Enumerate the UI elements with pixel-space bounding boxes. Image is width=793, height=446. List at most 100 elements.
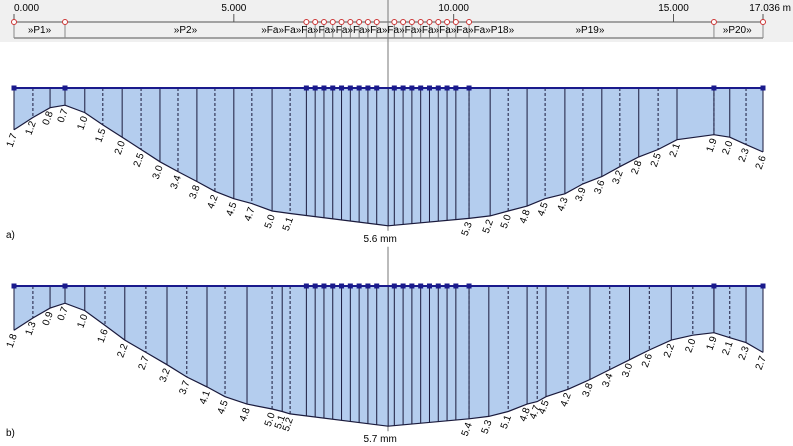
support-node xyxy=(391,283,397,289)
value-label: 1.0 xyxy=(76,312,91,329)
value-label: 0.9 xyxy=(41,310,56,327)
support-node xyxy=(11,85,17,91)
deflection-curve xyxy=(13,104,764,227)
value-label: 5.0 xyxy=(263,213,278,230)
value-label: 5.2 xyxy=(481,218,496,235)
value-label: 4.8 xyxy=(518,406,533,423)
support-node xyxy=(347,283,353,289)
value-label: 3.0 xyxy=(151,164,166,181)
ruler-node xyxy=(338,19,345,25)
support-node xyxy=(711,283,717,289)
ruler-node xyxy=(303,19,310,25)
value-label: 2.2 xyxy=(662,342,677,359)
value-label: 1.7 xyxy=(5,132,20,149)
value-label: 4.5 xyxy=(537,399,552,416)
support-node xyxy=(312,85,318,91)
value-label: 2.3 xyxy=(737,344,752,361)
value-label: 4.2 xyxy=(206,193,221,210)
value-label: 3.4 xyxy=(600,371,615,388)
ruler-node xyxy=(444,19,451,25)
value-label: 5.0 xyxy=(499,213,514,230)
value-label: 3.8 xyxy=(581,381,596,398)
ruler-node xyxy=(373,19,380,25)
support-node xyxy=(356,283,362,289)
support-node xyxy=(11,283,17,289)
value-label: 2.2 xyxy=(116,342,131,359)
max-label-box xyxy=(362,230,415,247)
panel-label: a) xyxy=(6,230,15,241)
value-label: 2.0 xyxy=(720,139,735,156)
value-label: 1.3 xyxy=(24,320,39,337)
support-node xyxy=(347,85,353,91)
ruler-node xyxy=(320,19,327,25)
max-value-label: 5.7 mm xyxy=(363,434,396,445)
support-node xyxy=(374,283,380,289)
support-node xyxy=(365,85,371,91)
support-node xyxy=(62,283,68,289)
ruler-tick-label: 10.000 xyxy=(438,3,469,14)
support-node xyxy=(466,283,472,289)
support-node xyxy=(62,85,68,91)
value-label: 1.5 xyxy=(94,127,109,144)
value-label: 5.4 xyxy=(460,421,475,438)
value-label: 3.2 xyxy=(158,367,173,384)
ruler-node xyxy=(408,19,415,25)
value-label: 5.0 xyxy=(263,411,278,428)
support-node xyxy=(330,85,336,91)
value-label: 2.5 xyxy=(649,151,664,168)
ruler-node xyxy=(347,19,354,25)
value-label: 2.7 xyxy=(137,354,152,371)
value-label: 3.0 xyxy=(620,362,635,379)
value-label: 4.5 xyxy=(536,201,551,218)
value-label: 0.8 xyxy=(41,110,56,127)
ruler-node xyxy=(710,19,717,25)
value-label: 5.1 xyxy=(273,413,288,430)
support-node xyxy=(303,283,309,289)
value-label: 2.3 xyxy=(737,146,752,163)
support-node xyxy=(391,85,397,91)
ruler-node xyxy=(435,19,442,25)
value-label: 4.2 xyxy=(559,391,574,408)
support-node xyxy=(453,85,459,91)
support-node xyxy=(321,85,327,91)
ruler-node xyxy=(466,19,473,25)
value-label: 1.9 xyxy=(705,137,720,154)
support-node xyxy=(330,283,336,289)
support-node xyxy=(418,85,424,91)
value-label: 2.0 xyxy=(113,139,128,156)
support-node xyxy=(400,85,406,91)
support-node xyxy=(303,85,309,91)
value-label: 2.5 xyxy=(132,151,147,168)
support-node xyxy=(339,85,345,91)
segment-label: »P1» xyxy=(28,25,52,36)
support-node xyxy=(435,85,441,91)
ruler-node xyxy=(356,19,363,25)
value-label: 5.2 xyxy=(281,416,296,433)
value-label: 2.6 xyxy=(640,352,655,369)
value-label: 4.7 xyxy=(528,403,543,420)
ruler-node xyxy=(417,19,424,25)
value-label: 4.5 xyxy=(225,201,240,218)
support-node xyxy=(374,85,380,91)
segment-label: »P2» xyxy=(174,25,198,36)
support-node xyxy=(400,283,406,289)
support-node xyxy=(453,283,459,289)
value-label: 1.9 xyxy=(705,335,720,352)
ruler-tick-label: 5.000 xyxy=(221,3,246,14)
ruler-tick-label: 15.000 xyxy=(658,3,689,14)
segment-label: »Fa»Fa»Fa»Fa»Fa»Fa»Fa»Fa»Fa»Fa»Fa»Fa»Fa»… xyxy=(261,25,514,36)
support-node xyxy=(312,283,318,289)
support-node xyxy=(409,283,415,289)
value-label: 4.7 xyxy=(243,205,258,222)
value-label: 3.4 xyxy=(169,173,184,190)
value-label: 1.0 xyxy=(76,114,91,131)
support-node xyxy=(426,85,432,91)
max-label-box xyxy=(362,431,415,446)
value-label: 2.0 xyxy=(684,337,699,354)
value-label: 5.1 xyxy=(499,413,514,430)
panel-label: b) xyxy=(6,428,15,439)
ruler-node xyxy=(11,19,17,25)
ruler-node xyxy=(312,19,319,25)
support-node xyxy=(356,85,362,91)
